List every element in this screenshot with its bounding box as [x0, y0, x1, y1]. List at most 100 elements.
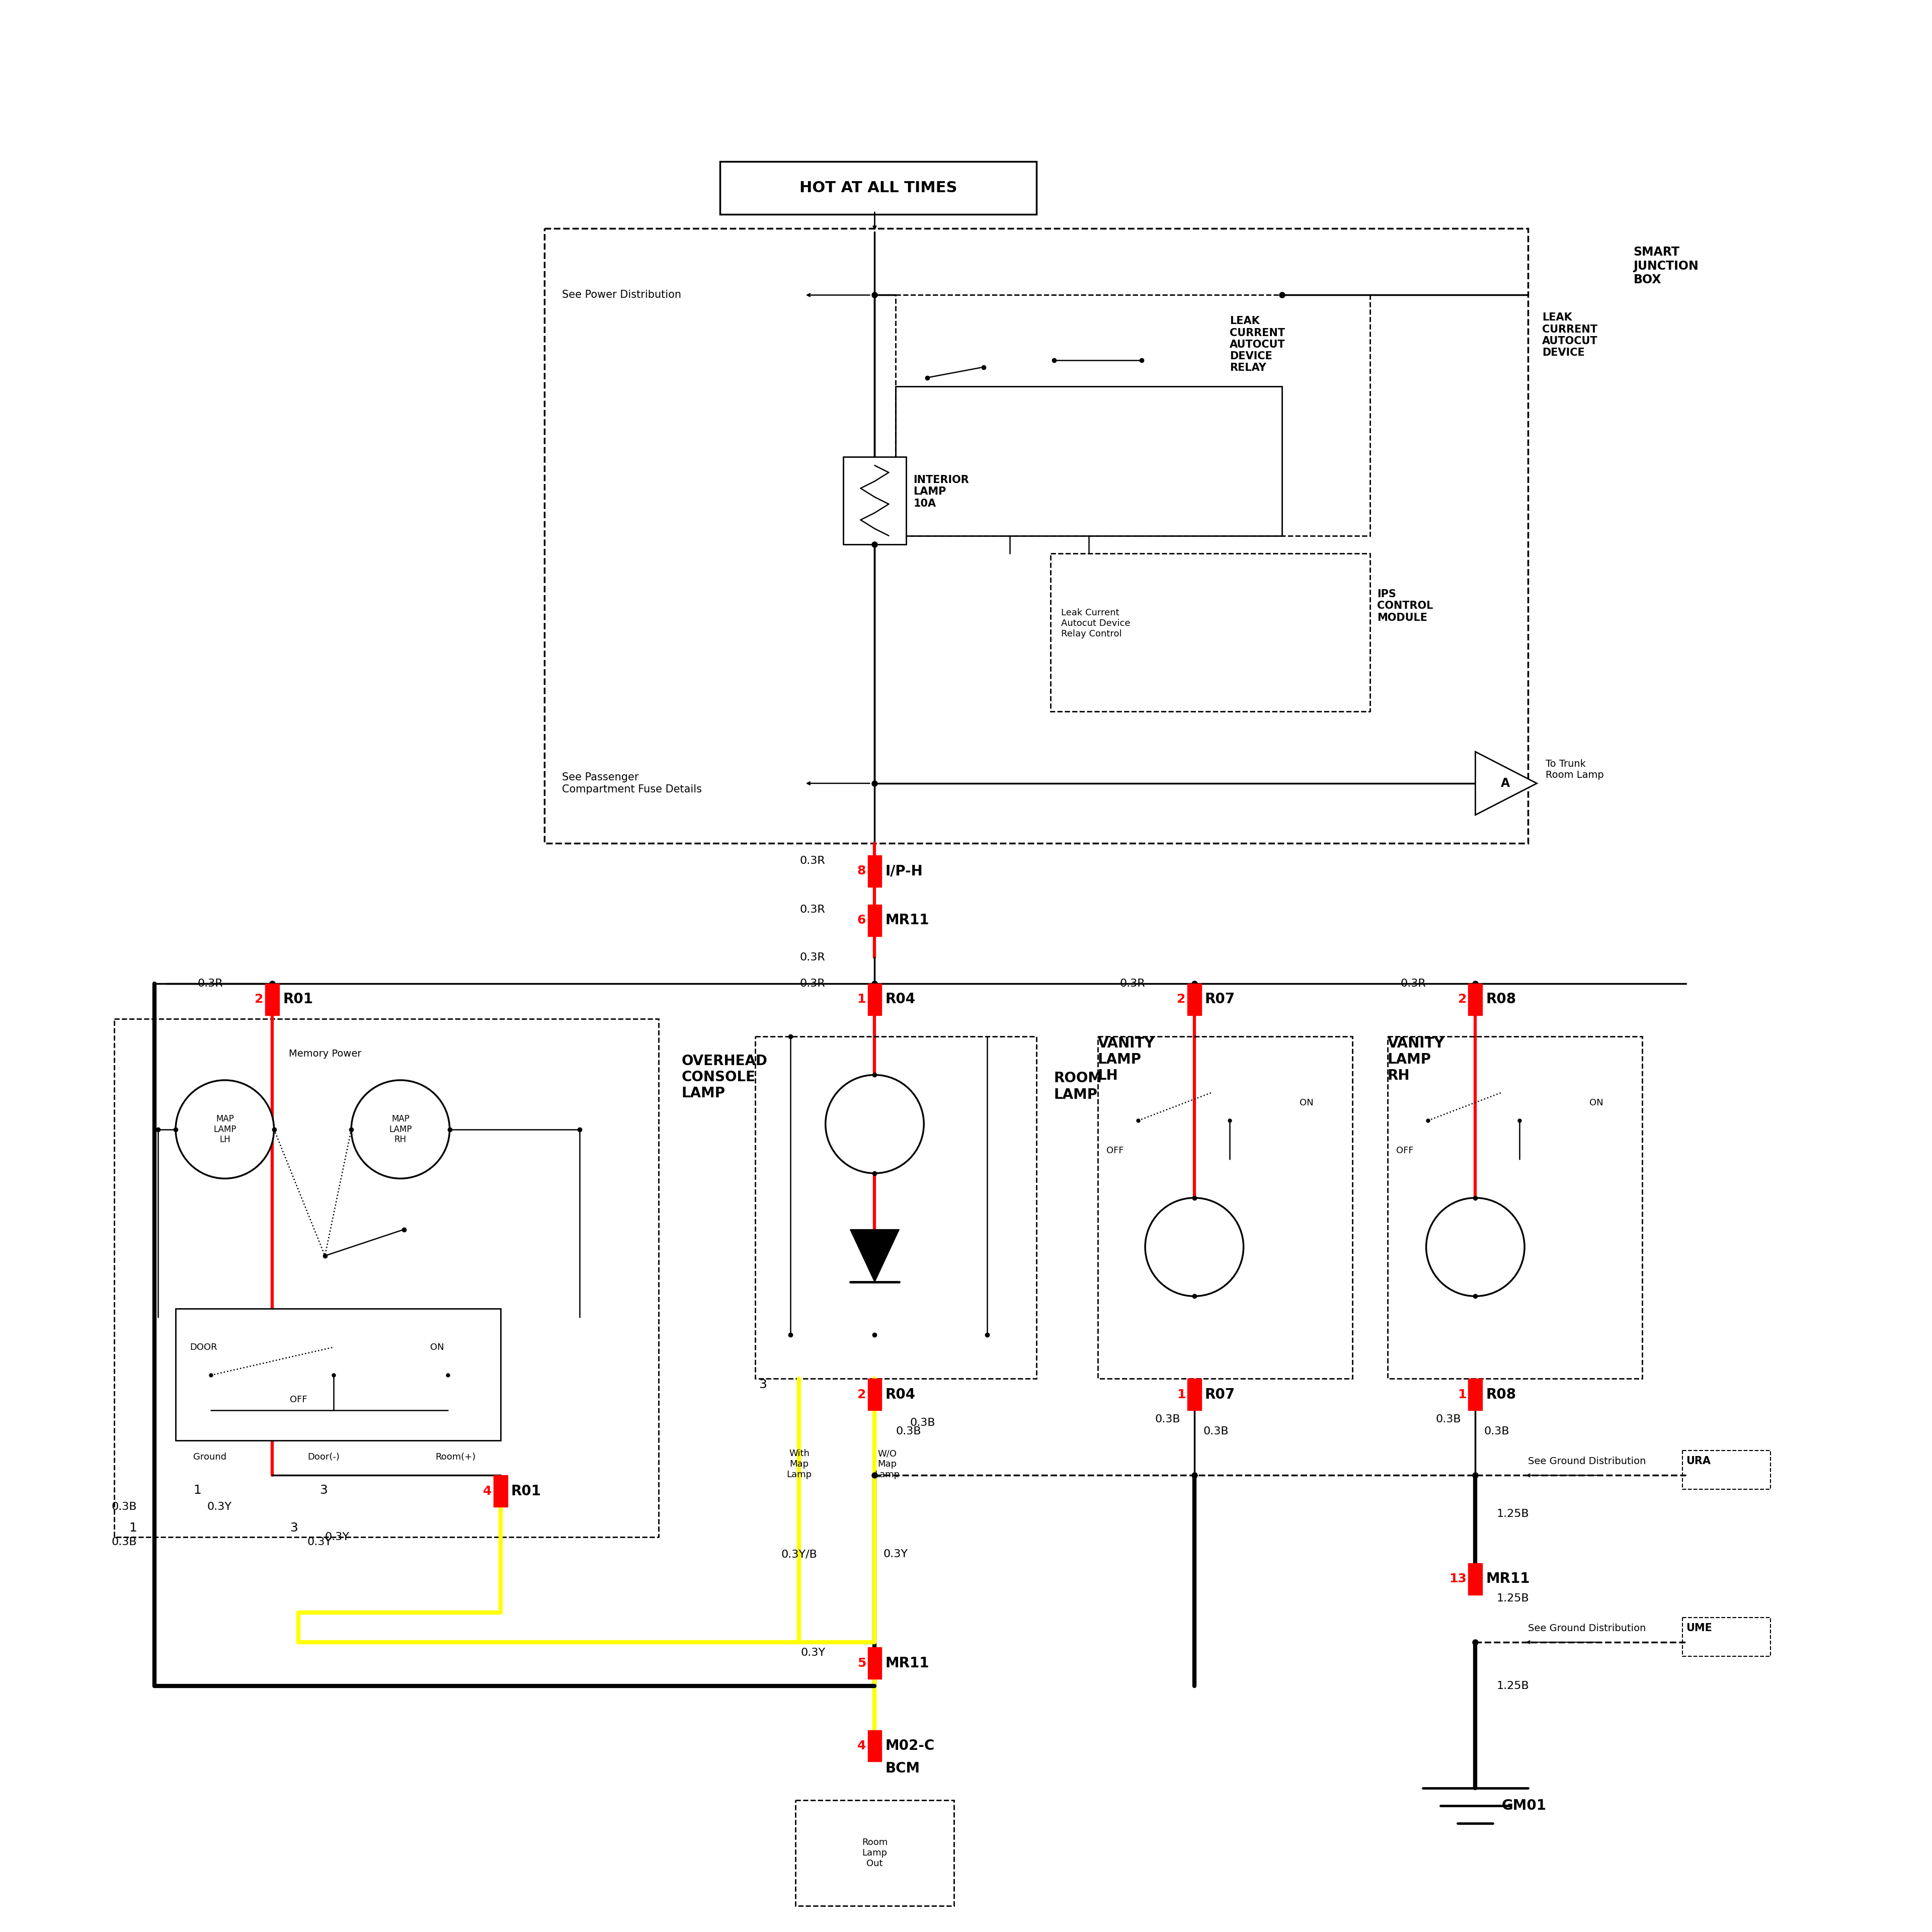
Text: VANITY
LAMP
RH: VANITY LAMP RH	[1387, 1036, 1445, 1084]
Text: See Power Distribution: See Power Distribution	[562, 290, 682, 299]
Bar	[114, 1018, 659, 1536]
Text: 6: 6	[858, 914, 866, 925]
Bar	[493, 1476, 508, 1507]
Text: 13: 13	[1449, 1573, 1466, 1584]
Text: 0.3Y/B: 0.3Y/B	[781, 1549, 817, 1559]
Text: GM01: GM01	[1501, 1799, 1546, 1812]
Text: Door(-): Door(-)	[307, 1453, 340, 1463]
Bar	[1468, 1563, 1482, 1594]
Bar	[796, 1801, 954, 1905]
Text: 2: 2	[858, 1389, 866, 1401]
Circle shape	[825, 1074, 923, 1173]
Bar	[1188, 1379, 1202, 1410]
Text: MR11: MR11	[1486, 1573, 1530, 1586]
Text: I/P-H: I/P-H	[885, 864, 923, 879]
Bar	[1387, 1036, 1642, 1379]
Text: MAP
LAMP
RH: MAP LAMP RH	[388, 1115, 412, 1144]
Text: 0.3R: 0.3R	[800, 952, 825, 962]
Text: 1.25B: 1.25B	[1497, 1594, 1528, 1604]
Bar	[1683, 1617, 1770, 1656]
Text: OFF: OFF	[1107, 1146, 1124, 1155]
Bar	[755, 1036, 1036, 1379]
Text: Memory Power: Memory Power	[288, 1049, 361, 1059]
Text: 0.3R: 0.3R	[800, 904, 825, 916]
Text: LEAK
CURRENT
AUTOCUT
DEVICE
RELAY: LEAK CURRENT AUTOCUT DEVICE RELAY	[1229, 317, 1285, 373]
Text: 0.3B: 0.3B	[112, 1501, 137, 1513]
Text: ON: ON	[1590, 1099, 1604, 1107]
Text: 2: 2	[255, 993, 263, 1005]
Text: To Trunk
Room Lamp: To Trunk Room Lamp	[1546, 759, 1604, 781]
Text: OFF: OFF	[290, 1395, 307, 1405]
Text: ON: ON	[1300, 1099, 1314, 1107]
Text: 1.25B: 1.25B	[1497, 1509, 1528, 1519]
Polygon shape	[850, 1229, 898, 1283]
Text: BCM: BCM	[885, 1762, 920, 1776]
Text: 0.3Y: 0.3Y	[307, 1538, 332, 1548]
Text: MAP
LAMP
LH: MAP LAMP LH	[213, 1115, 236, 1144]
Circle shape	[1426, 1198, 1524, 1296]
Text: 1: 1	[1459, 1389, 1466, 1401]
Text: 0.3Y: 0.3Y	[883, 1549, 908, 1559]
Text: M02-C: M02-C	[885, 1739, 935, 1752]
Text: 1: 1	[193, 1484, 201, 1495]
Bar	[265, 983, 280, 1014]
Text: 0.3R: 0.3R	[197, 978, 222, 989]
Text: R04: R04	[885, 993, 916, 1007]
Text: 0.3B: 0.3B	[1435, 1414, 1461, 1424]
Bar	[721, 162, 1036, 214]
Text: 1: 1	[1177, 1389, 1186, 1401]
Text: MR11: MR11	[885, 914, 929, 927]
Text: R04: R04	[885, 1387, 916, 1401]
Text: 0.3Y: 0.3Y	[325, 1532, 350, 1542]
Text: IPS
CONTROL
MODULE: IPS CONTROL MODULE	[1378, 589, 1434, 622]
Text: 8: 8	[858, 866, 866, 877]
Text: R08: R08	[1486, 993, 1517, 1007]
Text: 0.3B: 0.3B	[1204, 1426, 1229, 1437]
Text: 4: 4	[858, 1741, 866, 1752]
Text: 0.3R: 0.3R	[1401, 978, 1426, 989]
Text: ON: ON	[431, 1343, 444, 1352]
Text: 3: 3	[759, 1379, 767, 1391]
Circle shape	[352, 1080, 450, 1179]
Text: 1: 1	[129, 1522, 137, 1534]
Text: 0.3B: 0.3B	[112, 1538, 137, 1548]
Bar	[1188, 983, 1202, 1014]
Polygon shape	[1476, 752, 1536, 815]
Text: 0.3B: 0.3B	[1155, 1414, 1180, 1424]
Text: LEAK
CURRENT
AUTOCUT
DEVICE: LEAK CURRENT AUTOCUT DEVICE	[1542, 313, 1598, 357]
Bar	[176, 1308, 500, 1439]
Text: 0.3Y: 0.3Y	[207, 1501, 232, 1513]
Text: With
Map
Lamp: With Map Lamp	[786, 1449, 811, 1480]
Text: HOT AT ALL TIMES: HOT AT ALL TIMES	[800, 180, 956, 195]
Text: 4: 4	[483, 1486, 493, 1497]
Text: R01: R01	[282, 993, 313, 1007]
Text: R07: R07	[1206, 1387, 1235, 1401]
Text: W/O
Map
Lamp: W/O Map Lamp	[875, 1449, 900, 1480]
Text: 0.3R: 0.3R	[800, 856, 825, 866]
Text: SMART
JUNCTION
BOX: SMART JUNCTION BOX	[1633, 245, 1698, 286]
Bar	[867, 1729, 881, 1762]
Bar	[545, 228, 1528, 842]
Bar	[896, 386, 1283, 535]
Text: DOOR: DOOR	[189, 1343, 216, 1352]
Bar	[1051, 553, 1370, 711]
Bar	[867, 856, 881, 887]
Text: Room
Lamp
Out: Room Lamp Out	[862, 1837, 887, 1868]
Text: 0.3B: 0.3B	[910, 1418, 935, 1428]
Bar	[1683, 1451, 1770, 1490]
Text: 3: 3	[319, 1484, 328, 1495]
Bar	[896, 296, 1370, 535]
Text: 0.3R: 0.3R	[1121, 978, 1146, 989]
Text: See Ground Distribution: See Ground Distribution	[1528, 1623, 1646, 1633]
Text: 0.3B: 0.3B	[896, 1426, 922, 1437]
Text: 1: 1	[858, 993, 866, 1005]
Circle shape	[176, 1080, 274, 1179]
Bar	[867, 1379, 881, 1410]
Bar	[1468, 1379, 1482, 1410]
Text: Ground: Ground	[193, 1453, 226, 1463]
Text: R08: R08	[1486, 1387, 1517, 1401]
Text: R01: R01	[512, 1484, 541, 1497]
Text: ROOM
LAMP: ROOM LAMP	[1053, 1072, 1101, 1101]
Text: 5: 5	[858, 1658, 866, 1669]
Text: 2: 2	[1459, 993, 1466, 1005]
